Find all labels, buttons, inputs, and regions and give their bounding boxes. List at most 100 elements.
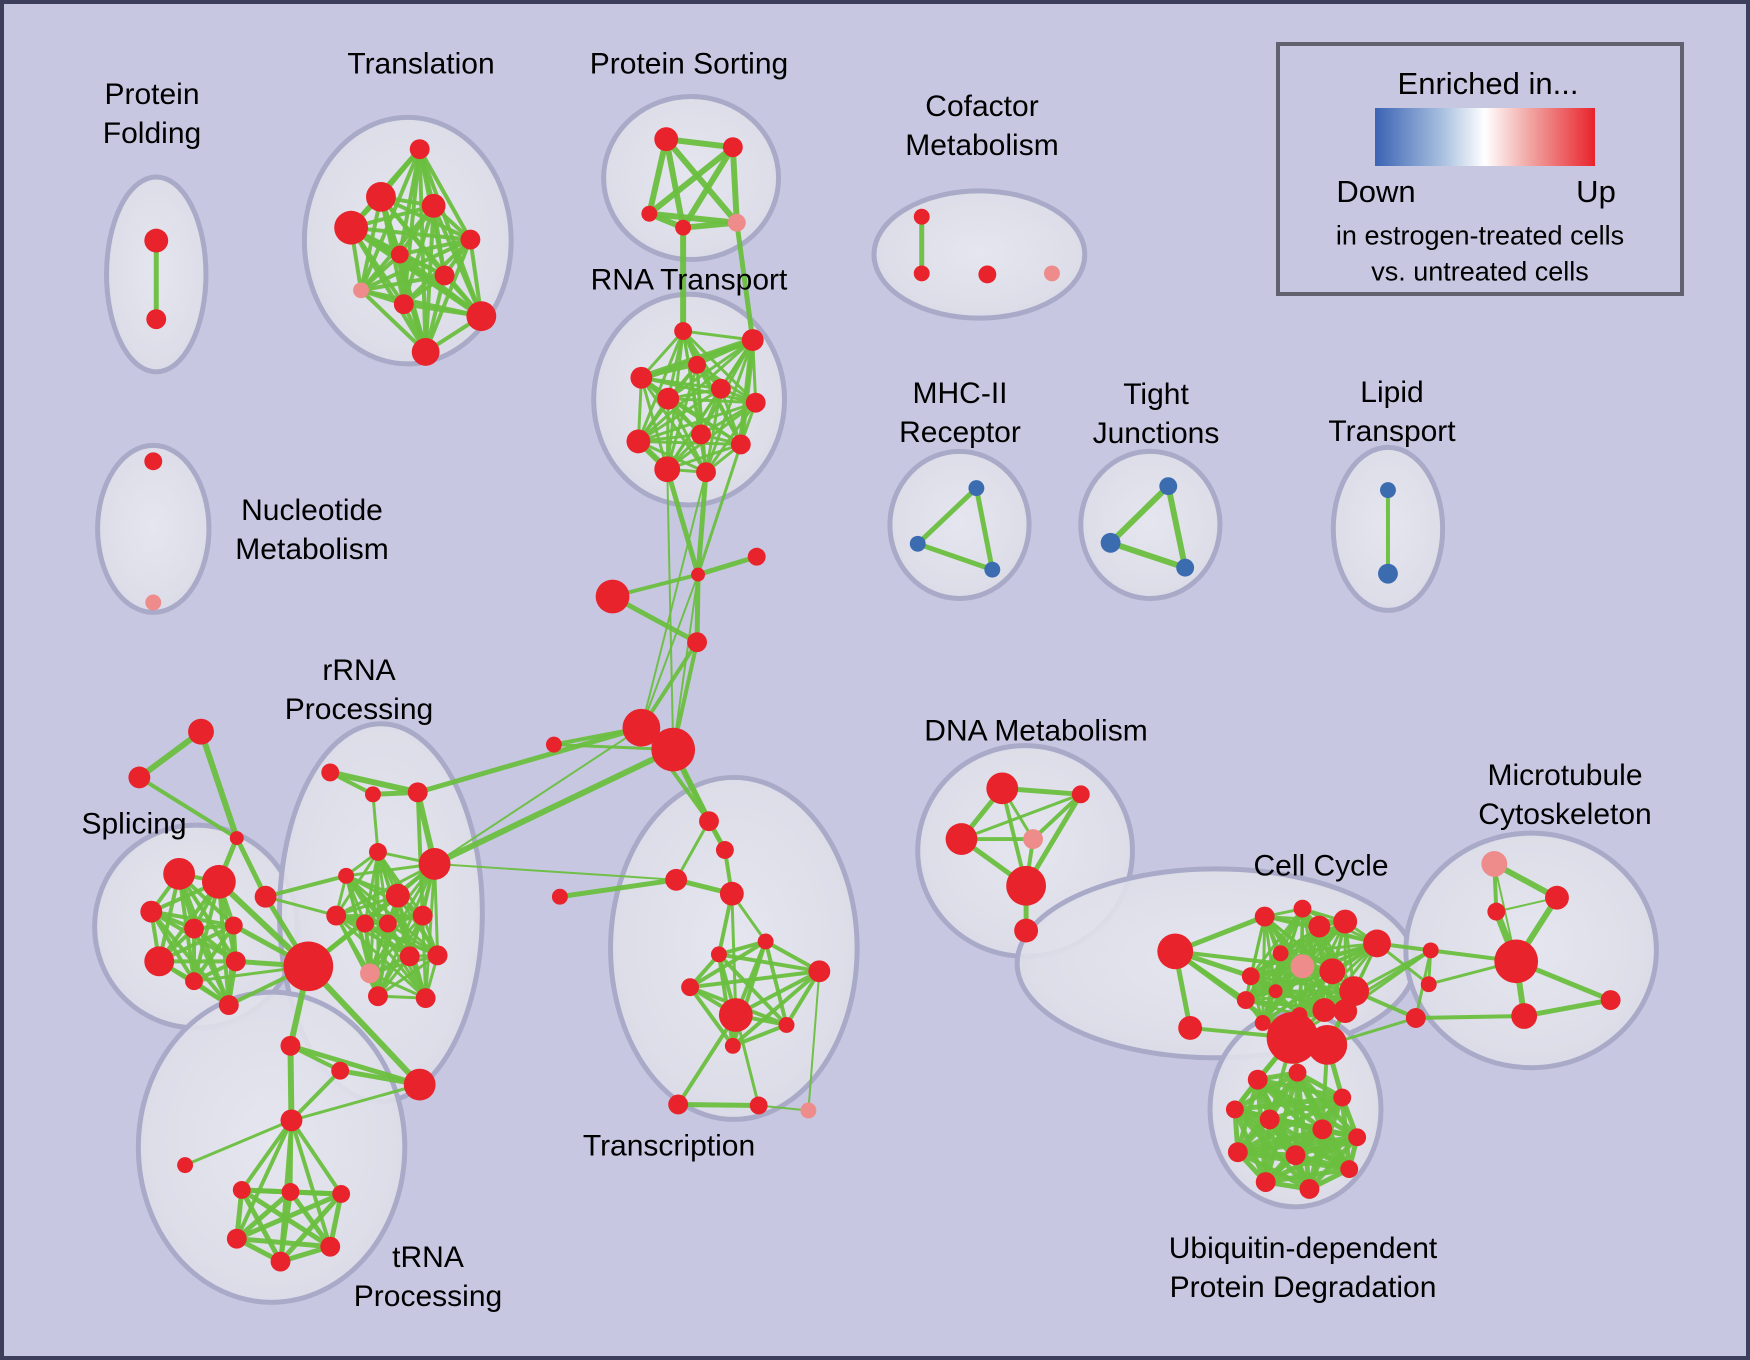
- edge: [335, 914, 427, 1000]
- cluster-label-rrna-processing: rRNA Processing: [284, 654, 434, 726]
- gene-set-node: [1176, 558, 1195, 577]
- edge: [368, 914, 424, 975]
- edge: [641, 376, 757, 405]
- gene-set-node: [146, 309, 167, 330]
- gene-set-node: [225, 951, 246, 972]
- gene-set-node: [622, 708, 661, 747]
- edge: [424, 863, 437, 999]
- gene-set-node: [730, 434, 751, 455]
- gene-set-node: [163, 857, 196, 890]
- gene-set-node: [1333, 909, 1358, 934]
- cluster-label-mhc-ii-receptor: MHC-II Receptor: [899, 377, 1021, 449]
- edge: [417, 725, 643, 795]
- legend-title: Enriched in...: [1397, 66, 1579, 101]
- gene-set-node: [229, 831, 244, 846]
- edge: [718, 939, 767, 957]
- legend-down-label: Down: [1336, 174, 1416, 209]
- gene-set-node: [699, 811, 719, 832]
- gene-set-node: [691, 567, 706, 582]
- gene-set-node: [353, 282, 369, 299]
- gene-set-node: [718, 998, 753, 1032]
- cluster-ellipse-nucleotide-metabolism: [95, 442, 212, 615]
- edge: [667, 338, 754, 400]
- edge: [434, 862, 677, 881]
- edge: [184, 1119, 293, 1167]
- gene-set-node: [1225, 1100, 1244, 1119]
- gene-set-node: [1307, 1024, 1348, 1065]
- gene-set-node: [332, 1185, 351, 1203]
- gene-set-node: [909, 535, 926, 552]
- edge: [1233, 1070, 1299, 1112]
- edge: [916, 486, 979, 546]
- gene-set-node: [368, 843, 387, 861]
- edge: [192, 924, 236, 983]
- gene-set-node: [1100, 532, 1121, 553]
- gene-set-node: [427, 945, 448, 966]
- gene-set-node: [668, 1094, 689, 1115]
- edge: [1265, 1166, 1350, 1185]
- gene-set-node: [1299, 1179, 1320, 1199]
- edge: [216, 881, 231, 1006]
- gene-set-node: [654, 127, 679, 152]
- cluster-label-rna-transport: RNA Transport: [590, 263, 788, 297]
- cluster-label-protein-sorting: Protein Sorting: [589, 47, 789, 81]
- edge: [1031, 792, 1083, 841]
- edge: [1108, 484, 1171, 545]
- gene-set-node: [390, 245, 409, 264]
- cluster-label-protein-folding: Protein Folding: [102, 78, 202, 150]
- gene-set-node: [378, 914, 397, 933]
- edge: [359, 288, 428, 354]
- edge: [637, 387, 722, 443]
- edge: [637, 330, 685, 442]
- edge: [235, 1191, 343, 1241]
- gene-set-node: [320, 1236, 341, 1257]
- gene-set-node: [1487, 902, 1506, 921]
- edge: [1279, 920, 1346, 955]
- edge: [973, 487, 995, 571]
- gene-set-node: [409, 139, 430, 160]
- edge: [399, 237, 471, 257]
- cluster-ellipse-tight-junctions: [1078, 448, 1223, 601]
- edge: [349, 226, 428, 353]
- edge: [664, 468, 701, 576]
- edge: [278, 1191, 293, 1262]
- gene-set-node: [281, 1183, 300, 1201]
- edge: [689, 939, 767, 989]
- gene-set-node: [945, 823, 978, 855]
- edge: [1165, 485, 1189, 569]
- gene-set-node: [551, 888, 568, 905]
- edge: [717, 953, 788, 1027]
- gene-set-node: [1312, 998, 1337, 1022]
- edge: [694, 574, 701, 643]
- edge: [680, 145, 736, 230]
- cluster-label-cofactor-metabolism: Cofactor Metabolism: [905, 90, 1059, 162]
- gene-set-node: [1312, 1119, 1333, 1140]
- edge: [265, 895, 337, 918]
- gene-set-node: [1023, 829, 1044, 849]
- edge: [431, 205, 484, 317]
- gene-set-node: [1157, 933, 1194, 970]
- edge: [363, 923, 380, 997]
- gene-set-node: [326, 905, 347, 926]
- edge: [682, 219, 738, 231]
- gene-set-node: [360, 963, 380, 984]
- cluster-label-trna-processing: tRNA Processing: [353, 1241, 503, 1313]
- gene-set-node: [399, 946, 420, 967]
- gene-set-node: [434, 265, 455, 286]
- edge: [240, 1119, 294, 1192]
- edge: [371, 794, 380, 853]
- edge: [916, 541, 994, 573]
- edge: [559, 877, 677, 900]
- gene-set-node: [719, 881, 744, 906]
- gene-set-node: [334, 210, 368, 245]
- edge: [360, 273, 445, 293]
- gene-set-node: [270, 1251, 291, 1272]
- edge: [369, 971, 427, 1000]
- edge: [288, 1190, 333, 1249]
- gene-set-node: [687, 632, 707, 653]
- edge: [640, 471, 707, 728]
- gene-set-node: [403, 1068, 436, 1101]
- gene-set-node: [630, 366, 653, 389]
- gene-set-node: [224, 916, 243, 935]
- gene-set-node: [1348, 1128, 1367, 1147]
